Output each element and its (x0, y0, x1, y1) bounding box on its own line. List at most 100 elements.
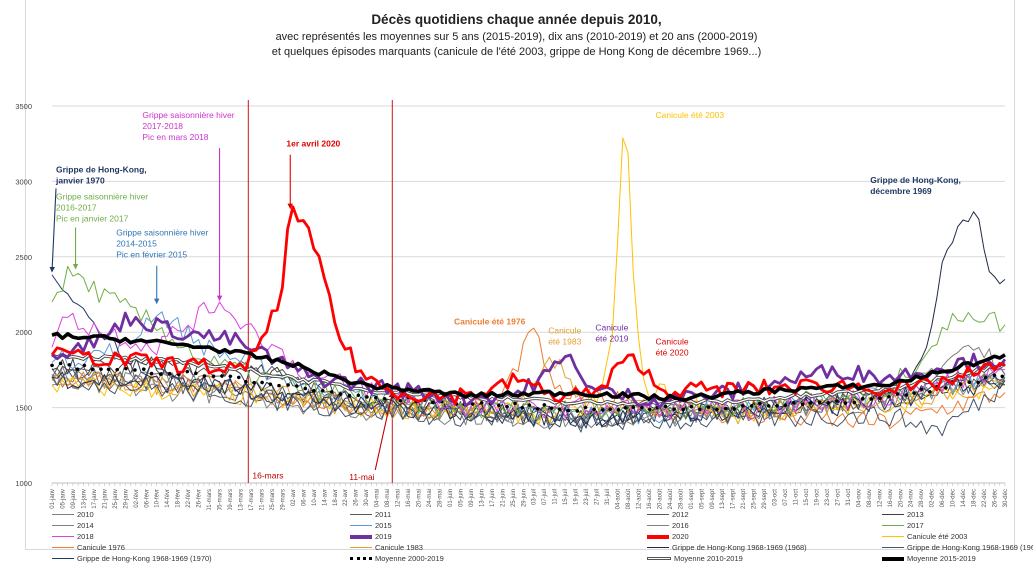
legend-swatch (647, 534, 669, 539)
legend-item: Grippe de Hong-Kong 1968-1969 (1970) (52, 554, 212, 563)
legend-label: Grippe de Hong-Kong 1968-1969 (1968) (672, 543, 807, 552)
legend-item: 2013 (882, 510, 924, 519)
legend-label: 2010 (77, 510, 94, 519)
x-tick-label: 21-juin (500, 489, 506, 507)
x-tick-label: 08-mai (385, 489, 391, 507)
series-canicule-1976 (51, 327, 1006, 430)
x-tick-label: 17-mars (249, 489, 255, 510)
series-moyenne-2000-2019 (50, 361, 1007, 414)
annotation-text: 2014-2015 (116, 239, 157, 249)
x-tick-label: 02-déc (930, 489, 936, 507)
legend-label: Moyenne 2000-2019 (375, 554, 444, 563)
annotation-text: été 2020 (656, 347, 689, 357)
x-tick-label: 31-juil (605, 489, 611, 505)
legend-item: 2018 (52, 532, 94, 541)
legend-item: 2017 (882, 521, 924, 530)
legend-swatch (350, 534, 372, 539)
x-tick-label: 07-oct (783, 489, 789, 506)
annotation-arrow (49, 188, 57, 273)
legend-swatch (52, 547, 74, 548)
x-tick-label: 07-juil (542, 489, 548, 505)
annotation-text: Canicule (548, 326, 581, 336)
x-tick-label: 16-mai (406, 489, 412, 507)
x-tick-label: 29-sept (762, 489, 768, 509)
legend-item: 2014 (52, 521, 94, 530)
x-tick-label: 05-sept (699, 489, 705, 509)
x-tick-label: 05-juin (458, 489, 464, 507)
x-tick-label: 23-juil (584, 489, 590, 505)
x-tick-label: 29-mars (280, 489, 286, 510)
y-tick-label: 3500 (15, 102, 32, 111)
series-lines (50, 137, 1007, 437)
legend-label: 2017 (907, 521, 924, 530)
x-tick-label: 13-mars (239, 489, 245, 510)
legend-label: 2013 (907, 510, 924, 519)
legend-label: Grippe de Hong-Kong 1968-1969 (1970) (77, 554, 212, 563)
x-tick-label: 08-nov (867, 489, 873, 507)
y-tick-label: 1500 (15, 404, 32, 413)
x-tick-label: 28-août (678, 489, 684, 510)
x-tick-label: 31-oct (846, 489, 852, 506)
legend-item: 2010 (52, 510, 94, 519)
legend-item: 2012 (647, 510, 689, 519)
legend-label: Moyenne 2015-2019 (907, 554, 976, 563)
annotation-text: 16-mars (252, 470, 283, 480)
chart-subtitle-line-1: avec représentés les moyennes sur 5 ans … (275, 31, 758, 43)
annotation-arrow (374, 391, 394, 471)
x-tick-label: 16-nov (888, 489, 894, 507)
legend-swatch (647, 514, 669, 515)
x-tick-label: 13-janv (81, 489, 87, 509)
y-tick-label: 2500 (15, 253, 32, 262)
legend-swatch (350, 557, 372, 560)
x-tick-label: 25-mars (270, 489, 276, 510)
legend-swatch (647, 557, 671, 560)
x-tick-label: 11-juil (553, 489, 559, 505)
legend-swatch (882, 514, 904, 515)
annotation-text: Grippe saisonnière hiver (56, 191, 148, 201)
legend-label: Canicule 1976 (77, 543, 125, 552)
annotation-text: Grippe saisonnière hiver (142, 110, 234, 120)
x-tick-label: 24-août (668, 489, 674, 510)
annotation-text: Canicule été 1976 (454, 317, 526, 327)
x-tick-label: 16-août (647, 489, 653, 510)
x-tick-label: 06-avr (301, 489, 307, 506)
x-tick-label: 05-janv (60, 489, 66, 509)
legend-item: 2020 (647, 532, 689, 541)
legend-item: 2015 (350, 521, 392, 530)
x-tick-label: 26-déc (993, 489, 999, 507)
legend-label: 2019 (375, 532, 392, 541)
annotation-text: Pic en mars 2018 (142, 132, 208, 142)
x-tick-label: 20-mai (417, 489, 423, 507)
x-tick-label: 12-nov (877, 489, 883, 507)
x-tick-label: 02-févr (134, 489, 140, 508)
series-moyenne-2015-2019 (51, 331, 1006, 402)
x-tick-label: 15-juil (563, 489, 569, 505)
x-tick-label: 24-mai (427, 489, 433, 507)
x-tick-label: 21-janv (102, 489, 108, 509)
y-axis: 1000 1500 2000 2500 3000 3500 (15, 102, 32, 488)
chart-subtitle-line-2: et quelques épisodes marquants (canicule… (271, 46, 762, 58)
legend-item: 2016 (647, 521, 689, 530)
x-tick-label: 29-juin (521, 489, 527, 507)
x-tick-label: 18-févr (176, 489, 182, 508)
x-tick-label: 30-avr (364, 489, 370, 506)
x-tick-label: 26-févr (197, 489, 203, 508)
legend-swatch (52, 558, 74, 559)
vertical-markers (247, 100, 393, 483)
legend-swatch (350, 514, 372, 515)
legend-swatch (350, 547, 372, 548)
legend-item: Moyenne 2010-2019 (647, 554, 743, 563)
series-grippe-de-hong-kong-1968-1969-1969- (51, 368, 1006, 437)
annotation-text: Grippe saisonnière hiver (116, 228, 208, 238)
x-tick-label: 06-févr (144, 489, 150, 508)
x-tick-label: 18-déc (972, 489, 978, 507)
x-tick-label: 22-avr (343, 489, 349, 506)
y-tick-label: 1000 (15, 479, 32, 488)
legend-item: Grippe de Hong-Kong 1968-1969 (1968) (647, 543, 807, 552)
annotation-text: Canicule été 2003 (656, 110, 725, 120)
x-tick-label: 25-sept (752, 489, 758, 509)
legend-label: 2012 (672, 510, 689, 519)
x-tick-label: 09-mars (228, 489, 234, 510)
